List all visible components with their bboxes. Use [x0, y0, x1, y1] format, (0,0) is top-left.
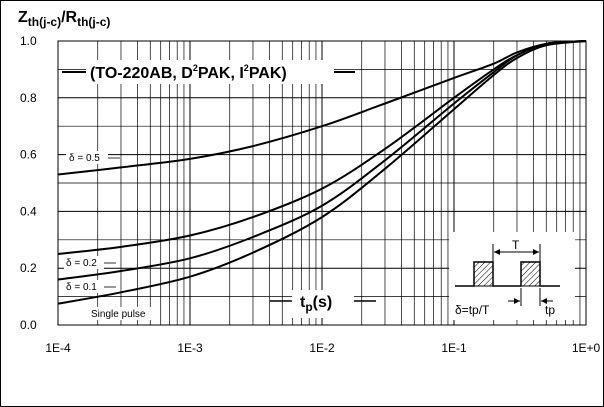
curve-labels: δ = 0.5 δ = 0.2 δ = 0.1 Single pulse: [64, 151, 154, 320]
y-tick-label: 0.4: [20, 204, 37, 218]
y-tick-label: 1.0: [20, 34, 37, 48]
inset-pulse-1: [473, 261, 494, 287]
inset-period-label: T: [512, 238, 520, 252]
label-bg-d02: [64, 256, 104, 269]
inset-waveform: [455, 261, 560, 287]
curves: [57, 40, 587, 305]
duty-cycle-inset: T δ=tp/T tp: [449, 232, 575, 320]
label-bg-d01: [64, 280, 104, 293]
label-bg-single: [88, 307, 154, 320]
curve-label-delta-0-2: δ = 0.2: [66, 258, 97, 269]
inset-period-arrowhead-left: [494, 249, 500, 255]
x-unit-label-bg: [292, 290, 354, 318]
curve-series: [57, 40, 587, 176]
x-axis-unit-label: tp(s): [300, 294, 332, 314]
x-tick-label: 1E+0: [572, 341, 601, 355]
curve-series: [57, 40, 587, 281]
inset-period-arrowhead-right: [533, 249, 539, 255]
label-bg-d05: [66, 151, 108, 164]
curve-label-delta-0-5: δ = 0.5: [69, 153, 100, 164]
curve-series: [57, 40, 587, 305]
curve-label-delta-0-1: δ = 0.1: [66, 282, 97, 293]
inset-tp-arrowhead-left: [514, 298, 520, 304]
tick-labels: 1E-4 1E-3 1E-2 1E-1 1E+0 0.0 0.2 0.4 0.6 0.8 1.0: [20, 34, 601, 355]
y-tick-label: 0.2: [20, 261, 37, 275]
y-tick-label: 0.8: [20, 91, 37, 105]
curve-label-single-pulse: Single pulse: [91, 309, 146, 320]
plot-area-border: [57, 40, 587, 326]
x-tick-label: 1E-1: [441, 341, 467, 355]
inset-tp-arrowhead-right: [541, 298, 547, 304]
x-tick-label: 1E-2: [309, 341, 335, 355]
package-label-bg: [86, 60, 334, 84]
y-tick-label: 0.6: [20, 148, 37, 162]
inset-bg: [449, 232, 575, 320]
y-tick-label: 0.0: [20, 318, 37, 332]
inset-pulse-label: tp: [545, 303, 555, 317]
package-label: (TO-220AB, D2PAK, I2PAK): [90, 63, 287, 82]
x-tick-label: 1E-4: [45, 341, 71, 355]
x-tick-label: 1E-3: [177, 341, 203, 355]
inset-duty-formula: δ=tp/T: [455, 303, 490, 317]
inset-pulse-2: [520, 261, 541, 287]
y-axis-label: Zth(j-c)/Rth(j-c): [18, 9, 110, 29]
